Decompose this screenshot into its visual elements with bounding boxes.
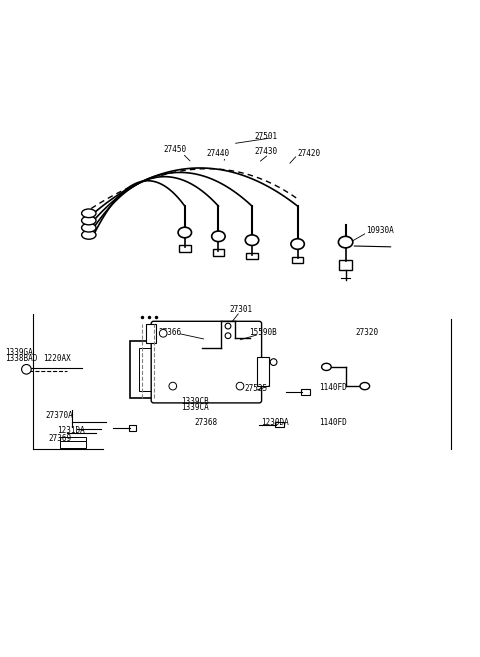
Text: 27370A: 27370A [46, 411, 73, 420]
FancyBboxPatch shape [60, 436, 86, 442]
Circle shape [169, 382, 177, 390]
Text: 27450: 27450 [163, 145, 186, 154]
Text: 27369: 27369 [48, 434, 71, 443]
Ellipse shape [291, 238, 304, 249]
Text: 27366: 27366 [158, 328, 181, 337]
Ellipse shape [322, 363, 331, 371]
Text: 15590B: 15590B [250, 328, 277, 337]
Text: 1339CA: 1339CA [181, 403, 209, 412]
Text: 1140FD: 1140FD [319, 382, 347, 392]
FancyBboxPatch shape [246, 253, 258, 260]
Ellipse shape [82, 231, 96, 239]
FancyBboxPatch shape [275, 422, 284, 428]
Ellipse shape [212, 231, 225, 242]
FancyBboxPatch shape [60, 439, 86, 447]
Text: 1339GA: 1339GA [5, 348, 33, 357]
Text: 1220AX: 1220AX [43, 353, 71, 363]
Text: 27440: 27440 [206, 148, 229, 158]
Text: 1338BAD: 1338BAD [5, 353, 37, 363]
FancyBboxPatch shape [139, 348, 245, 391]
Text: 27525: 27525 [245, 384, 268, 393]
Text: 27301: 27301 [229, 305, 252, 314]
Ellipse shape [82, 209, 96, 217]
FancyBboxPatch shape [130, 340, 254, 398]
Circle shape [225, 323, 231, 329]
Text: 27430: 27430 [254, 147, 277, 156]
Circle shape [236, 382, 244, 390]
Text: 27420: 27420 [298, 148, 321, 158]
Circle shape [22, 365, 31, 374]
Text: 1339CB: 1339CB [181, 397, 209, 406]
Text: 10930A: 10930A [366, 225, 394, 235]
Text: 27501: 27501 [254, 132, 277, 141]
Text: 27368: 27368 [194, 418, 217, 426]
Ellipse shape [360, 382, 370, 390]
Text: 1230DA: 1230DA [262, 418, 289, 426]
Text: 1140FD: 1140FD [319, 418, 347, 426]
FancyBboxPatch shape [146, 324, 156, 343]
Circle shape [225, 333, 231, 338]
Circle shape [270, 359, 277, 365]
Ellipse shape [178, 227, 192, 238]
FancyBboxPatch shape [257, 357, 269, 386]
FancyBboxPatch shape [339, 260, 352, 270]
Ellipse shape [82, 223, 96, 232]
Ellipse shape [338, 237, 353, 248]
FancyBboxPatch shape [292, 256, 303, 263]
Text: 1231DA: 1231DA [58, 426, 85, 435]
FancyBboxPatch shape [213, 249, 224, 256]
FancyBboxPatch shape [179, 245, 191, 252]
FancyBboxPatch shape [154, 357, 192, 386]
Ellipse shape [82, 216, 96, 225]
FancyBboxPatch shape [301, 389, 310, 395]
Ellipse shape [245, 235, 259, 246]
FancyBboxPatch shape [129, 426, 136, 431]
Circle shape [159, 329, 167, 337]
FancyBboxPatch shape [151, 321, 262, 403]
Text: 27320: 27320 [355, 328, 378, 337]
